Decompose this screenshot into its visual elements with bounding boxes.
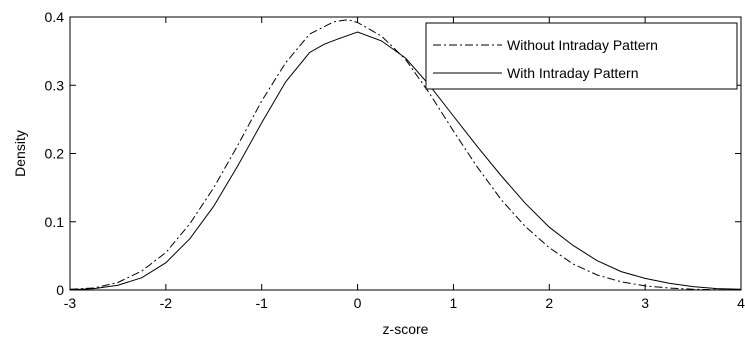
x-tick-label: -3 (64, 295, 77, 311)
x-axis-label: z-score (383, 321, 429, 337)
legend-label-with-intraday: With Intraday Pattern (507, 65, 639, 81)
series-line-with-intraday (69, 31, 742, 291)
y-tick-label: 0 (56, 282, 64, 298)
legend: Without Intraday Pattern With Intraday P… (425, 22, 738, 90)
y-tick-label: 0.1 (45, 214, 65, 230)
y-axis-label: Density (12, 130, 28, 177)
series-line-without-intraday (69, 19, 742, 291)
x-tick-label: 0 (354, 295, 362, 311)
legend-label-without-intraday: Without Intraday Pattern (507, 37, 658, 53)
x-tick-label: 3 (641, 295, 649, 311)
plot-content (69, 19, 742, 291)
x-tick-label: 1 (450, 295, 458, 311)
legend-box (425, 22, 738, 90)
y-tick-label: 0.2 (45, 146, 65, 162)
y-tick-label: 0.4 (45, 9, 65, 25)
x-tick-label: -1 (255, 295, 268, 311)
axis-ticks: -3 -2 -1 0 1 2 3 4 0 0.1 0.2 0.3 0.4 (45, 9, 745, 311)
y-tick-label: 0.3 (45, 77, 65, 93)
x-tick-label: 2 (545, 295, 553, 311)
x-tick-label: 4 (737, 295, 745, 311)
x-tick-label: -2 (160, 295, 173, 311)
